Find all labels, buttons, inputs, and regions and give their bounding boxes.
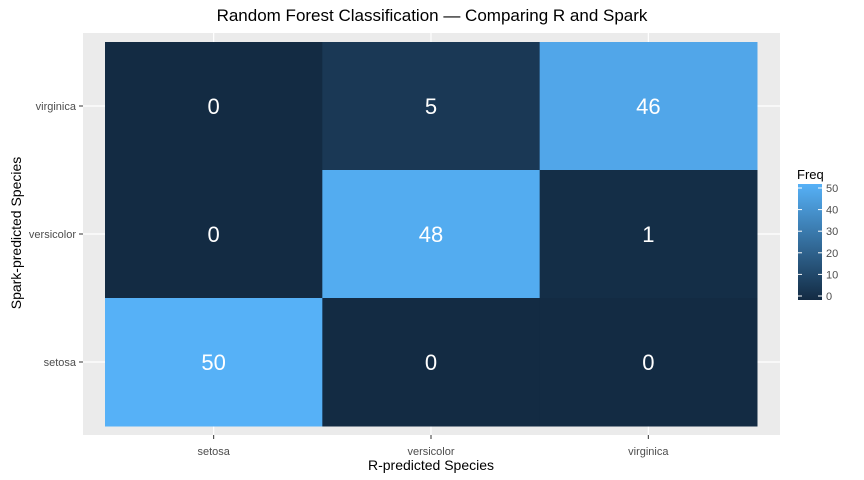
cell-value-label: 5 <box>425 94 437 119</box>
cell-value-label: 46 <box>636 94 660 119</box>
legend-tick-label: 30 <box>826 226 838 238</box>
cell-value-label: 50 <box>201 350 225 375</box>
legend-tick-label: 40 <box>826 205 838 217</box>
y-tick-label: virginica <box>36 101 77 113</box>
x-tick-label: versicolor <box>407 446 454 458</box>
legend-colorbar <box>798 184 822 300</box>
legend-tick-label: 20 <box>826 248 838 260</box>
cell-value-label: 0 <box>208 94 220 119</box>
y-tick-label: setosa <box>44 357 77 369</box>
x-tick-label: virginica <box>628 446 669 458</box>
cell-value-label: 0 <box>642 350 654 375</box>
heatmap-cell <box>539 170 758 299</box>
legend-title: Freq <box>797 167 824 182</box>
legend-tick-label: 0 <box>826 291 832 303</box>
chart-title: Random Forest Classification — Comparing… <box>217 6 648 25</box>
legend: Freq 0 10 20 30 40 50 <box>797 167 838 303</box>
heatmap-cell <box>105 170 323 299</box>
cell-value-label: 48 <box>419 222 443 247</box>
cell-value-label: 1 <box>642 222 654 247</box>
x-axis-label: R-predicted Species <box>368 457 494 473</box>
x-tick-label: setosa <box>197 446 230 458</box>
x-axis: setosa versicolor virginica <box>197 435 669 458</box>
y-axis-label: Spark-predicted Species <box>8 157 24 310</box>
heatmap-cell <box>539 42 758 171</box>
cell-value-label: 0 <box>425 350 437 375</box>
heatmap-cells <box>105 42 758 427</box>
heatmap-cell <box>322 42 541 171</box>
cell-labels: 0 5 46 0 48 1 50 0 0 <box>201 94 660 375</box>
heatmap-cell <box>105 298 323 427</box>
heatmap-cell <box>105 42 323 171</box>
legend-tick-label: 10 <box>826 269 838 281</box>
legend-tick-label: 50 <box>826 183 838 195</box>
y-tick-label: versicolor <box>29 229 76 241</box>
heatmap-cell <box>322 170 541 299</box>
legend-ticks: 0 10 20 30 40 50 <box>798 183 838 303</box>
cell-value-label: 0 <box>208 222 220 247</box>
y-axis: setosa versicolor virginica <box>29 101 83 369</box>
heatmap-cell <box>322 298 541 427</box>
heatmap-cell <box>539 298 758 427</box>
